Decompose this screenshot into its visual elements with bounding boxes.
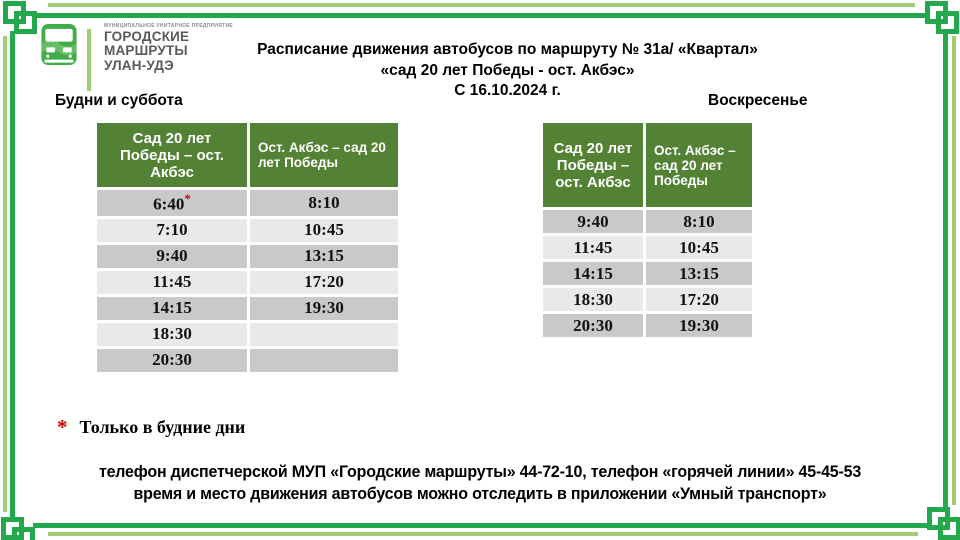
corner-square-icon <box>1 517 24 540</box>
direction-header-outbound: Сад 20 лет Победы – ост. Акбэс <box>543 123 643 207</box>
time-cell: 14:15 <box>97 296 247 320</box>
frame-right-light-line <box>952 36 956 505</box>
table-row: 20:30 <box>97 348 398 372</box>
time-cell: 18:30 <box>97 322 247 346</box>
time-cell: 9:40 <box>97 244 247 268</box>
frame-bottom-green-line <box>33 523 930 528</box>
time-value: 6:40 <box>153 194 185 214</box>
time-cell: 10:45 <box>646 236 752 259</box>
time-cell <box>250 348 398 372</box>
logo-text: МУНИЦИПАЛЬНОЕ УНИТАРНОЕ ПРЕДПРИЯТИЕ ГОРО… <box>95 23 233 73</box>
footnote-text: Только в будние дни <box>79 417 246 437</box>
contact-line-2: время и место движения автобусов можно о… <box>133 485 827 504</box>
time-cell: 18:30 <box>543 288 643 311</box>
corner-square-icon <box>938 517 960 540</box>
direction-header-return: Ост. Акбэс – сад 20 лет Победы <box>646 123 752 207</box>
bus-icon <box>41 23 77 66</box>
footnote: * Только в будние дни <box>57 417 245 438</box>
table-row: 7:10 10:45 <box>97 218 398 242</box>
frame-left-green-line <box>10 31 15 518</box>
time-cell: 17:20 <box>646 288 752 311</box>
frame-top-green-line <box>33 13 927 18</box>
corner-square-icon <box>14 11 37 34</box>
page-title: Расписание движения автобусов по маршрут… <box>150 40 865 102</box>
frame-top-light-line <box>48 3 915 7</box>
frame-left-light-line <box>3 36 7 512</box>
contact-info: телефон диспетчерской МУП «Городские мар… <box>14 461 945 506</box>
corner-square-icon <box>936 11 959 34</box>
sunday-table: Сад 20 лет Победы – ост. Акбэс Ост. Акбэ… <box>540 120 755 340</box>
direction-header-outbound: Сад 20 лет Победы – ост. Акбэс <box>97 123 247 187</box>
logo-line-1: ГОРОДСКИЕ <box>104 29 190 44</box>
direction-header-return: Ост. Акбэс – сад 20 лет Победы <box>250 123 398 187</box>
title-line-1: Расписание движения автобусов по маршрут… <box>257 41 758 58</box>
time-cell: 19:30 <box>646 314 752 337</box>
time-cell <box>250 322 398 346</box>
time-cell: 20:30 <box>543 314 643 337</box>
table-row: 20:30 19:30 <box>543 314 752 337</box>
corner-square-icon <box>925 1 948 24</box>
time-cell: 14:15 <box>543 262 643 285</box>
asterisk-marker: * <box>184 191 191 206</box>
corner-square-icon <box>3 1 26 24</box>
time-cell: 11:45 <box>97 270 247 294</box>
table-row: 18:30 17:20 <box>543 288 752 311</box>
title-line-3: С 16.10.2024 г. <box>454 82 561 100</box>
title-line-2: «сад 20 лет Победы - ост. Акбэс» <box>380 61 635 79</box>
table-row: 14:15 19:30 <box>97 296 398 320</box>
contact-line-1: телефон диспетчерской МУП «Городские мар… <box>98 463 862 481</box>
time-cell: 19:30 <box>250 296 398 320</box>
table-row: 6:40* 8:10 <box>97 190 398 216</box>
frame-right-green-line <box>943 31 948 510</box>
table-header-row: Сад 20 лет Победы – ост. Акбэс Ост. Акбэ… <box>543 123 752 207</box>
time-cell: 8:10 <box>646 210 752 233</box>
time-cell: 11:45 <box>543 236 643 259</box>
table-row: 9:40 13:15 <box>97 244 398 268</box>
time-cell: 9:40 <box>543 210 643 233</box>
asterisk-marker: * <box>57 415 68 439</box>
frame-bottom-light-line <box>48 532 918 536</box>
logo: МУНИЦИПАЛЬНОЕ УНИТАРНОЕ ПРЕДПРИЯТИЕ ГОРО… <box>40 23 233 73</box>
corner-square-icon <box>12 527 35 540</box>
time-cell: 8:10 <box>250 190 398 216</box>
time-cell: 6:40* <box>97 190 247 216</box>
table-header-row: Сад 20 лет Победы – ост. Акбэс Ост. Акбэ… <box>97 123 398 187</box>
corner-square-icon <box>927 507 950 530</box>
time-cell: 20:30 <box>97 348 247 372</box>
time-cell: 17:20 <box>250 270 398 294</box>
time-cell: 13:15 <box>250 244 398 268</box>
logo-line-2: МАРШРУТЫ <box>104 43 188 59</box>
time-cell: 7:10 <box>97 218 247 242</box>
logo-org-small: МУНИЦИПАЛЬНОЕ УНИТАРНОЕ ПРЕДПРИЯТИЕ <box>104 23 233 29</box>
logo-accent-bar <box>87 29 91 91</box>
logo-line-3: УЛАН-УДЭ <box>104 57 174 73</box>
table-row: 9:40 8:10 <box>543 210 752 233</box>
table-row: 14:15 13:15 <box>543 262 752 285</box>
table-row: 11:45 17:20 <box>97 270 398 294</box>
time-cell: 10:45 <box>250 218 398 242</box>
table-row: 18:30 <box>97 322 398 346</box>
table-row: 11:45 10:45 <box>543 236 752 259</box>
weekdays-section-label: Будни и суббота <box>55 92 183 109</box>
time-cell: 13:15 <box>646 262 752 285</box>
sunday-section-label: Воскресенье <box>708 92 808 109</box>
weekday-table: Сад 20 лет Победы – ост. Акбэс Ост. Акбэ… <box>94 120 401 375</box>
